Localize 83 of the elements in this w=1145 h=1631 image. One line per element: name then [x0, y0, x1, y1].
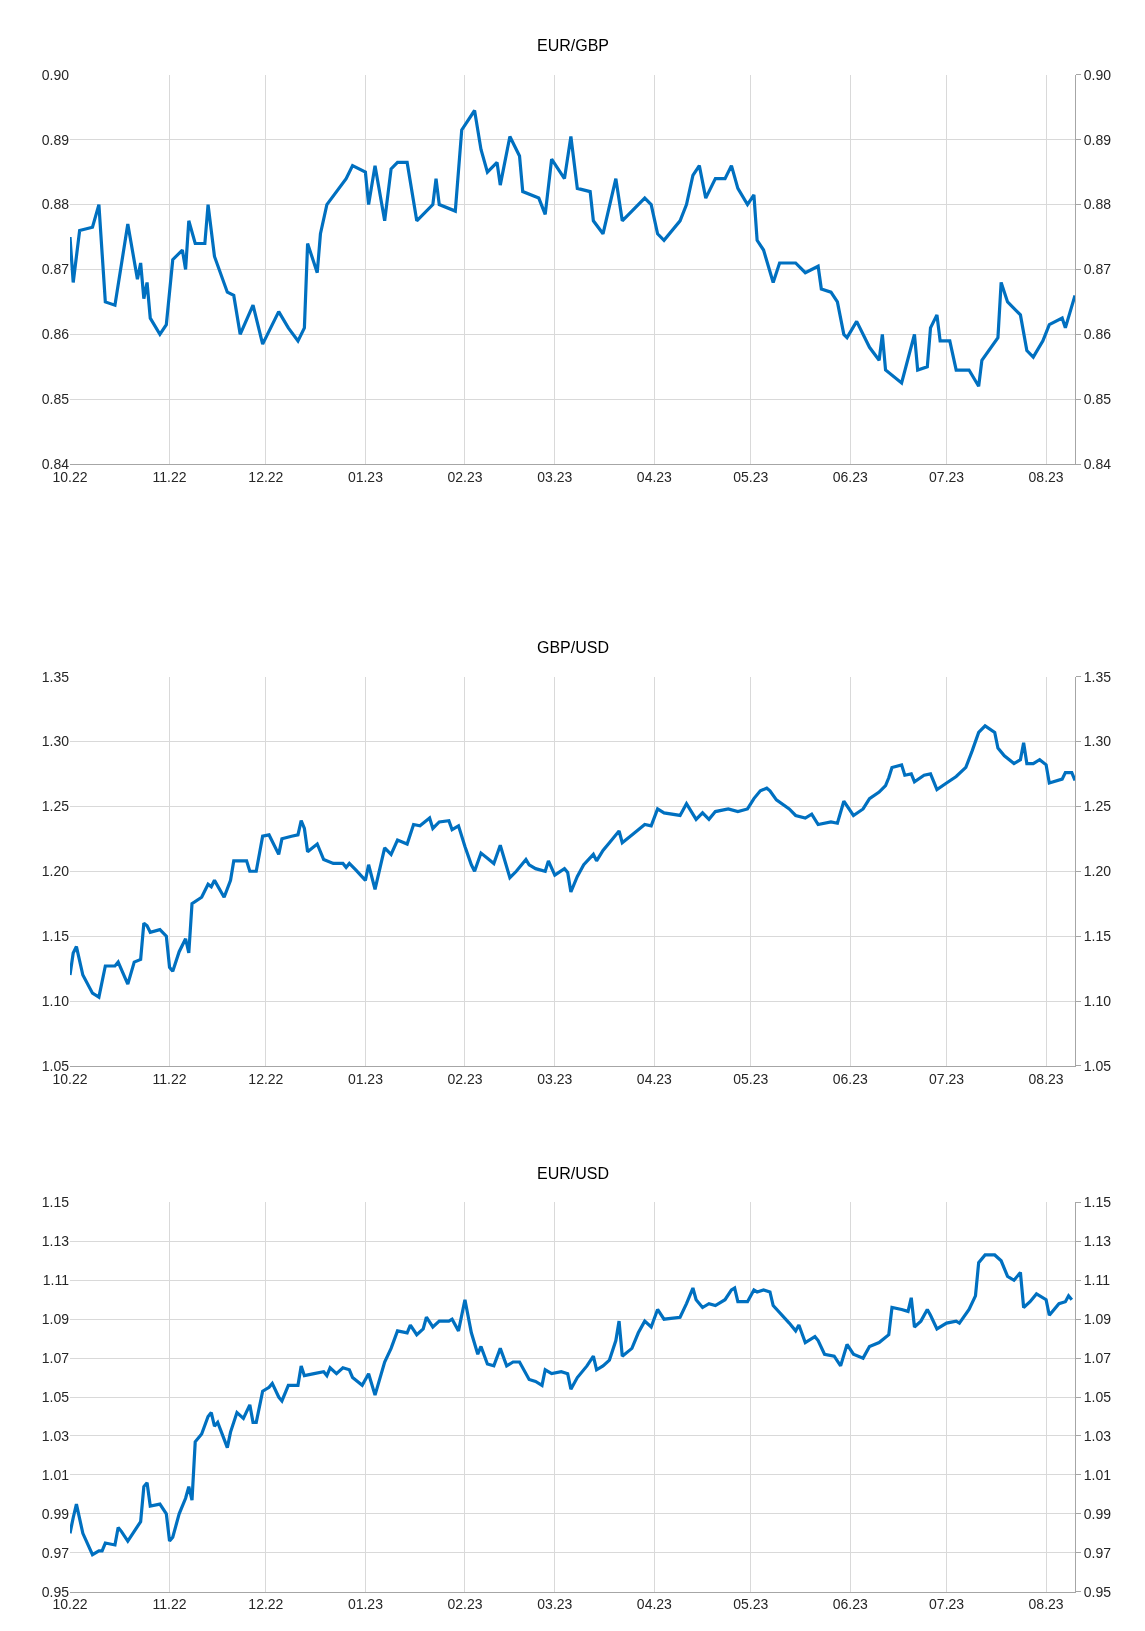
- y2-tick-label: 1.15: [1083, 1194, 1112, 1211]
- y2-tick-label: 1.09: [1083, 1311, 1112, 1328]
- y-tick-label: 1.20: [41, 863, 70, 880]
- line-series: [70, 1253, 1074, 1557]
- x-tick-label: 02.23: [447, 1070, 483, 1087]
- x-tick-label: 05.23: [733, 1070, 769, 1087]
- y2-tick-label: 0.95: [1083, 1583, 1112, 1600]
- y2-tick-label: 1.11: [1083, 1272, 1111, 1289]
- y2-tick-label: 0.84: [1083, 456, 1112, 473]
- x-tick-label: 06.23: [832, 1596, 868, 1613]
- y2-tick-label: 0.99: [1083, 1505, 1112, 1522]
- y2-tick-label: 0.89: [1083, 131, 1112, 148]
- y-tick-label: 1.09: [41, 1311, 70, 1328]
- y-tick-label: 0.87: [41, 261, 70, 278]
- chart-title: GBP/USD: [537, 639, 610, 656]
- x-tick-label: 02.23: [447, 468, 483, 485]
- x-tick-label: 01.23: [347, 1070, 384, 1087]
- y2-tick-label: 1.20: [1083, 863, 1112, 880]
- x-tick-label: 07.23: [929, 1070, 965, 1087]
- x-tick-label: 11.22: [152, 1070, 187, 1087]
- x-tick-label: 07.23: [929, 468, 965, 485]
- y-tick-label: 1.13: [41, 1233, 70, 1250]
- y2-tick-label: 0.87: [1083, 261, 1112, 278]
- y-tick-label: 1.35: [41, 668, 70, 685]
- y2-tick-label: 0.88: [1083, 196, 1112, 213]
- y-tick-label: 0.89: [41, 131, 70, 148]
- y2-tick-label: 1.25: [1083, 798, 1112, 815]
- y2-tick-label: 1.01: [1083, 1466, 1112, 1483]
- x-tick-label: 08.23: [1028, 468, 1064, 485]
- y-tick-label: 0.97: [41, 1544, 70, 1561]
- y-tick-label: 1.25: [41, 798, 70, 815]
- x-tick-label: 05.23: [733, 468, 769, 485]
- y2-tick-label: 0.97: [1083, 1544, 1112, 1561]
- x-tick-label: 08.23: [1028, 1070, 1064, 1087]
- x-tick-label: 02.23: [447, 1596, 483, 1613]
- y-tick-label: 0.99: [41, 1505, 70, 1522]
- y2-tick-label: 1.05: [1083, 1057, 1112, 1074]
- x-tick-label: 12.22: [248, 1596, 284, 1613]
- x-tick-label: 06.23: [832, 468, 868, 485]
- y-tick-label: 1.07: [41, 1350, 70, 1367]
- line-series: [70, 724, 1075, 999]
- y-tick-label: 1.11: [42, 1272, 70, 1289]
- y-tick-label: 0.90: [41, 66, 70, 83]
- x-tick-label: 07.23: [929, 1596, 965, 1613]
- y-tick-label: 0.85: [41, 391, 70, 408]
- chart-title: EUR/USD: [537, 1165, 610, 1182]
- y-tick-label: 1.03: [41, 1427, 70, 1444]
- x-tick-label: 03.23: [537, 468, 573, 485]
- y2-tick-label: 1.35: [1083, 668, 1112, 685]
- y-tick-label: 0.86: [41, 326, 70, 343]
- x-tick-label: 12.22: [248, 1070, 284, 1087]
- y2-tick-label: 1.13: [1083, 1233, 1112, 1250]
- x-tick-label: 04.23: [636, 1070, 673, 1087]
- x-tick-label: 06.23: [832, 1070, 868, 1087]
- x-tick-label: 08.23: [1028, 1596, 1064, 1613]
- y-tick-label: 1.15: [41, 1194, 70, 1211]
- line-series: [70, 108, 1075, 388]
- y-tick-label: 1.01: [41, 1466, 70, 1483]
- chart-title: EUR/GBP: [537, 37, 610, 54]
- x-tick-label: 12.22: [248, 468, 284, 485]
- x-tick-label: 11.22: [152, 468, 187, 485]
- y2-tick-label: 1.15: [1083, 928, 1112, 945]
- y2-tick-label: 1.05: [1083, 1388, 1112, 1405]
- x-tick-label: 03.23: [537, 1070, 573, 1087]
- y-tick-label: 1.15: [41, 928, 70, 945]
- y-tick-label: 1.10: [41, 992, 70, 1009]
- y2-tick-label: 1.30: [1083, 733, 1112, 750]
- x-tick-label: 04.23: [636, 468, 673, 485]
- x-tick-label: 05.23: [733, 1596, 769, 1613]
- y2-tick-label: 0.86: [1083, 326, 1112, 343]
- y-tick-label: 1.05: [41, 1388, 70, 1405]
- y2-tick-label: 1.03: [1083, 1427, 1112, 1444]
- y2-tick-label: 1.10: [1083, 992, 1112, 1009]
- x-tick-label: 04.23: [636, 1596, 673, 1613]
- x-tick-label: 03.23: [537, 1596, 573, 1613]
- y-tick-label: 1.30: [41, 733, 70, 750]
- x-tick-label: 01.23: [347, 468, 384, 485]
- y2-tick-label: 0.85: [1083, 391, 1112, 408]
- x-tick-label: 11.22: [152, 1596, 187, 1613]
- x-tick-label: 01.23: [347, 1596, 384, 1613]
- y2-tick-label: 1.07: [1083, 1350, 1112, 1367]
- y2-tick-label: 0.90: [1083, 66, 1112, 83]
- y-tick-label: 0.88: [41, 196, 70, 213]
